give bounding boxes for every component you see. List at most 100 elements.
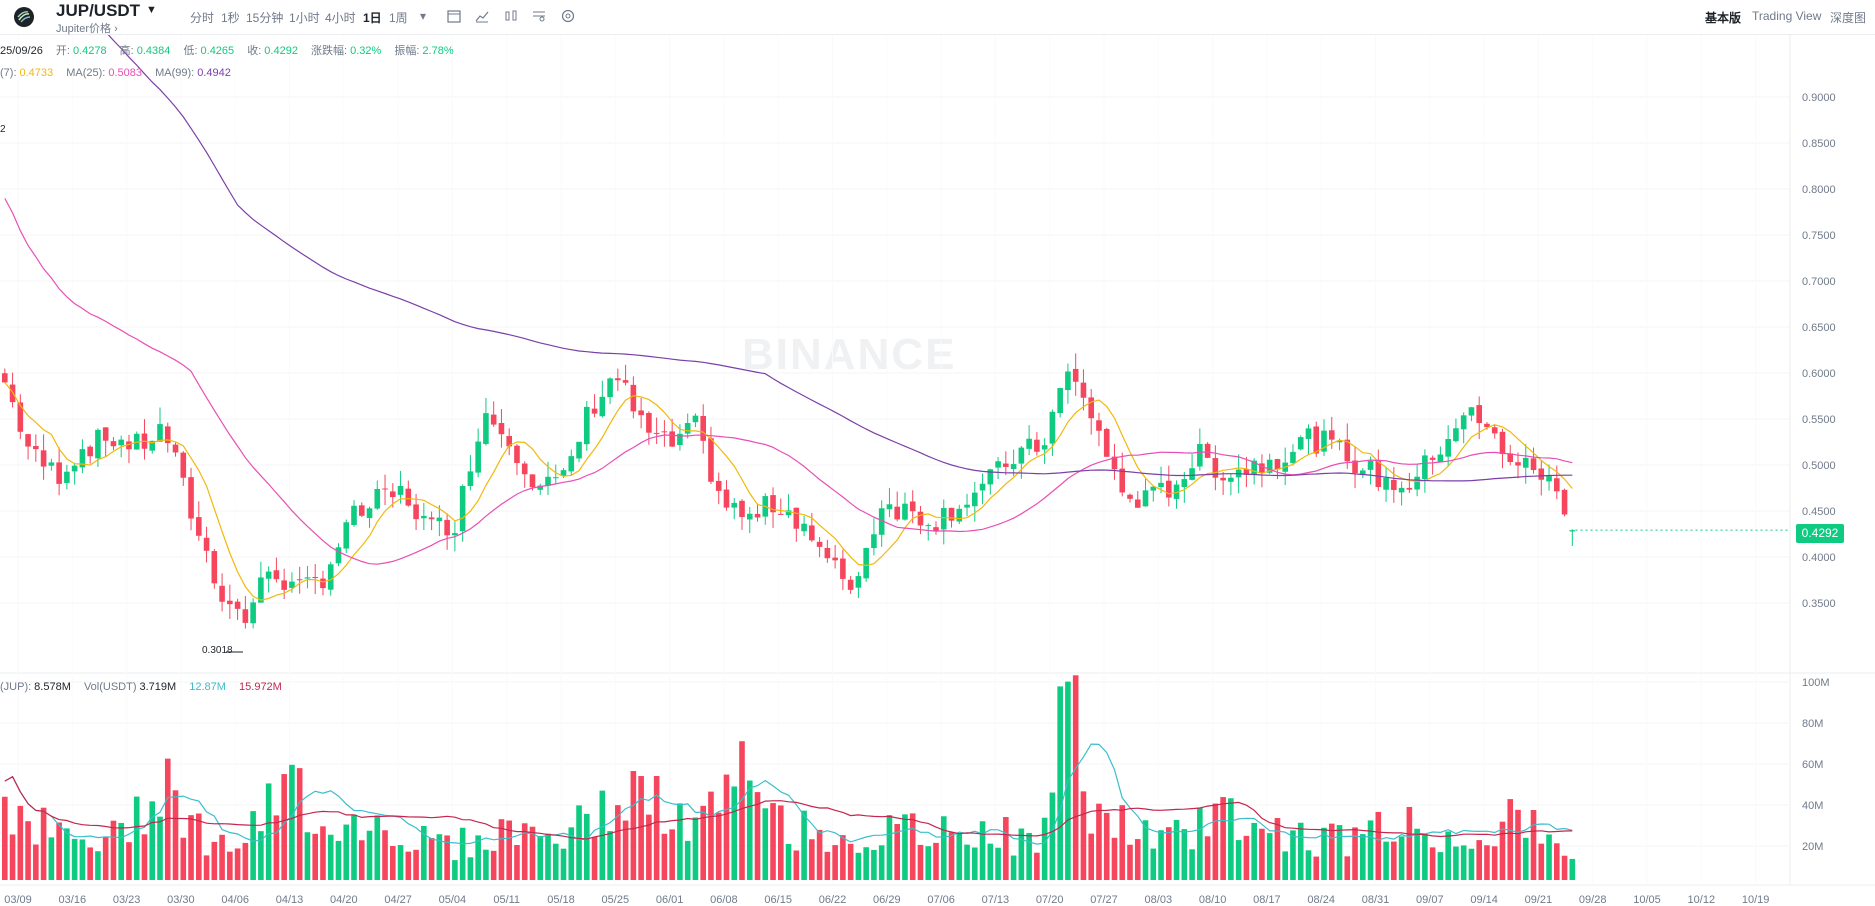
indicator-icon[interactable] — [503, 8, 519, 24]
time-axis-label: 08/10 — [1199, 894, 1227, 906]
volume-readout: (JUP): 8.578M Vol(USDT) 3.719M 12.87M 15.9… — [0, 681, 282, 693]
candle-body — [390, 491, 396, 498]
candle-body — [1328, 430, 1335, 440]
volume-bar — [1429, 847, 1436, 880]
candle-body — [467, 471, 474, 487]
tab-basic[interactable]: 基本版 — [1705, 11, 1742, 25]
candle-body — [770, 495, 776, 513]
candle-body — [1375, 459, 1382, 488]
candle-body — [1344, 439, 1351, 462]
candle-body — [304, 577, 311, 579]
candle-body — [878, 508, 885, 535]
volume-bar — [40, 807, 47, 880]
volume-bar — [25, 821, 31, 880]
volume-bar — [141, 834, 148, 880]
volume-bar — [863, 847, 869, 880]
volume-bar — [242, 842, 249, 880]
time-axis-label: 05/04 — [439, 894, 467, 906]
volume-bar — [1243, 835, 1250, 880]
volume-bar — [1204, 836, 1211, 880]
candle-body — [754, 513, 761, 518]
volume-bar — [568, 827, 575, 880]
time-axis-label: 08/17 — [1253, 894, 1281, 906]
timeframe-1w[interactable]: 1周 — [389, 11, 408, 25]
pair-dropdown-icon[interactable]: ▼ — [146, 4, 157, 16]
volume-bar — [979, 821, 986, 880]
volume-bar — [265, 783, 272, 880]
volume-bar — [110, 820, 117, 880]
candle-body — [1499, 431, 1506, 455]
volume-bar — [529, 826, 536, 880]
volume-bar — [1282, 851, 1288, 880]
candle-body — [692, 415, 699, 423]
volume-bar — [1468, 848, 1475, 880]
timeframe-15m[interactable]: 15分钟 — [246, 11, 284, 25]
pair-subtitle[interactable]: Jupiter价格 › — [56, 23, 118, 35]
volume-bar — [1018, 828, 1025, 880]
volume-bar — [71, 838, 78, 880]
volume-bar — [1251, 822, 1257, 880]
more-timeframes-icon[interactable]: ▾ — [420, 9, 427, 23]
volume-bar — [475, 835, 481, 880]
volume-bar — [79, 839, 86, 880]
volume-bar — [1476, 840, 1482, 880]
volume-bar — [1414, 828, 1420, 880]
price-axis-label: 0.4500 — [1802, 506, 1836, 518]
candle-body — [1460, 415, 1467, 430]
close-value: 0.4292 — [264, 45, 298, 57]
timeframe-line[interactable]: 分时 — [190, 11, 215, 25]
candle-body — [979, 483, 986, 491]
volume-bar — [1034, 852, 1040, 880]
timeframe-1d[interactable]: 1日 — [363, 11, 382, 25]
ohlc-date: 25/09/26 — [0, 45, 43, 57]
candle-body — [203, 537, 210, 551]
volume-bar — [1453, 846, 1459, 880]
tab-depth[interactable]: 深度图 — [1830, 11, 1867, 25]
volume-bar — [149, 801, 156, 880]
volume-bar — [521, 823, 528, 880]
volume-bar — [840, 835, 846, 880]
candle-body — [281, 580, 287, 590]
timeframe-1h[interactable]: 1小时 — [289, 11, 320, 25]
candle-body — [149, 440, 156, 451]
volume-bar — [948, 832, 955, 880]
volume-bar — [1158, 830, 1164, 880]
volume-axis-label: 80M — [1802, 718, 1823, 730]
calendar-icon[interactable] — [446, 8, 462, 24]
gear-icon[interactable] — [560, 8, 576, 24]
candle-body — [250, 602, 256, 624]
volume-bar — [17, 805, 24, 880]
candle-body — [1391, 479, 1397, 490]
volume-bar — [933, 842, 939, 880]
timeframe-1s[interactable]: 1秒 — [221, 11, 240, 25]
timeframe-4h[interactable]: 4小时 — [325, 11, 356, 25]
tab-tradingview[interactable]: Trading View — [1752, 9, 1822, 23]
price-axis-label: 0.3500 — [1802, 598, 1836, 610]
volume-bar — [452, 860, 458, 880]
volume-bar — [1003, 817, 1009, 880]
time-axis-label: 04/13 — [276, 894, 304, 906]
settings-list-icon[interactable] — [531, 8, 547, 24]
volume-bar — [211, 841, 218, 880]
candlestick-chart[interactable]: 0.9000 0.8500 0.8000 0.7500 0.7000 0.6500 0.60… — [0, 35, 1875, 906]
candle-body — [1204, 443, 1211, 458]
candle-body — [1336, 440, 1343, 443]
low-value: 0.4265 — [200, 45, 235, 57]
line-chart-icon[interactable] — [474, 8, 490, 24]
candle-body — [1546, 476, 1552, 482]
candle-body — [1453, 428, 1459, 442]
volume-bar — [909, 813, 916, 880]
volume-bar — [382, 830, 388, 880]
last-price-badge: 0.4292 — [1796, 524, 1844, 543]
candle-body — [296, 579, 303, 581]
volume-bar — [552, 843, 559, 880]
volume-bar — [715, 812, 722, 880]
candle-body — [1468, 407, 1475, 416]
pair-title[interactable]: JUP/USDT — [56, 1, 141, 20]
candle-body — [537, 485, 544, 490]
volume-bar — [1197, 807, 1203, 880]
candle-body — [902, 503, 908, 520]
candle-body — [258, 577, 264, 603]
candle-body — [335, 547, 342, 564]
candle-body — [351, 505, 357, 526]
